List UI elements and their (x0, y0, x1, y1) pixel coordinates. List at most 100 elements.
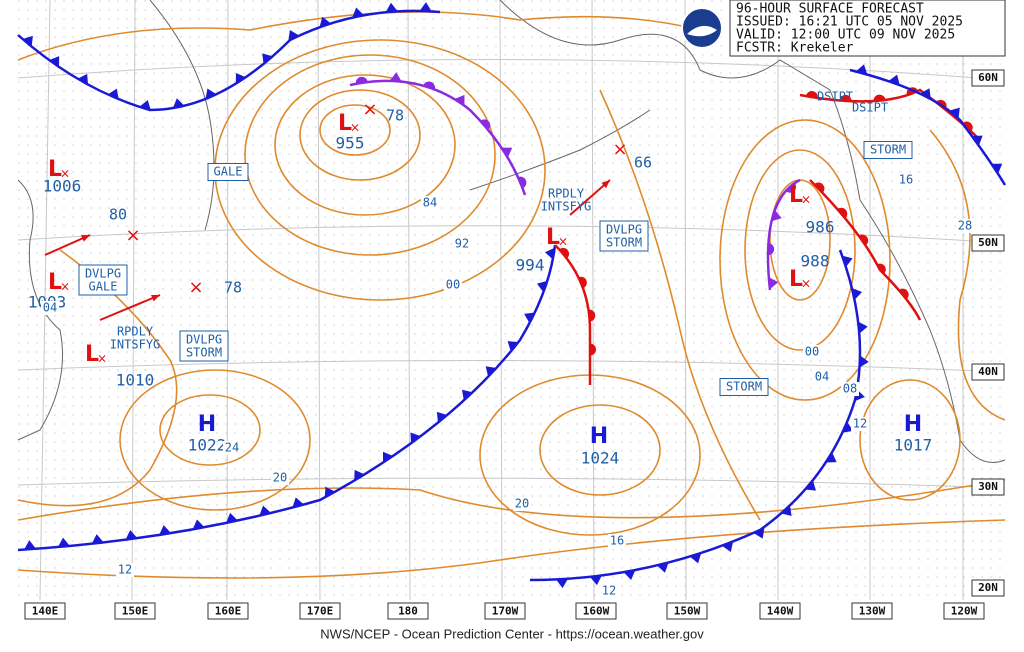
front (349, 79, 527, 196)
low-pressure: 994 (516, 256, 545, 275)
cold-triangle (501, 147, 513, 158)
front-symbol (590, 343, 596, 356)
front-symbol (436, 411, 448, 423)
front-symbol (858, 321, 868, 334)
cold-triangle (383, 451, 393, 463)
warm-semicircle (590, 343, 596, 356)
lat-label-box (971, 579, 1005, 597)
lon-label: 170E (307, 605, 334, 618)
front-symbol (259, 505, 271, 516)
front-symbol (226, 512, 238, 523)
cold-triangle (22, 35, 33, 47)
high-symbol: H (904, 412, 922, 437)
front-symbol (837, 207, 848, 219)
cold-triangle (842, 421, 854, 433)
isobar-label: 08 (843, 382, 857, 396)
noaa-logo-bird (687, 25, 717, 37)
low-symbol: L (789, 267, 803, 292)
isobar-label-bg (41, 301, 59, 315)
front-symbol (767, 243, 775, 256)
front-symbol (205, 88, 217, 100)
isobar-label: 04 (815, 370, 829, 384)
warm-semicircle (423, 81, 436, 90)
front-symbol (842, 421, 854, 433)
warm-semicircle (873, 94, 886, 102)
warm-semicircle (355, 76, 368, 84)
cold-triangle (771, 209, 782, 222)
warm-semicircle (767, 243, 775, 256)
front-symbol (383, 451, 393, 463)
cold-triangle (410, 432, 421, 444)
cold-triangle (292, 497, 304, 508)
low-symbol: L (85, 342, 99, 367)
front-symbol (855, 64, 868, 75)
isobar-label: 16 (610, 534, 624, 548)
warm-semicircle (814, 182, 825, 193)
lon-label: 160W (583, 605, 610, 618)
cold-triangle (125, 530, 138, 540)
front-symbol (991, 163, 1003, 174)
future-low-x: × (362, 99, 377, 120)
cold-triangle (235, 72, 246, 84)
front-symbol (501, 147, 513, 158)
cold-triangle (319, 16, 331, 28)
lon-label-box (387, 602, 429, 620)
warm-semicircle (858, 234, 869, 246)
cold-triangle (753, 528, 765, 539)
lon-label-box (575, 602, 617, 620)
front-symbol (962, 121, 973, 132)
isobar-label-bg (803, 345, 821, 359)
header-line: ISSUED: 16:21 UTC 05 NOV 2025 (736, 15, 963, 30)
front-symbol (354, 469, 365, 481)
label-box (179, 330, 229, 362)
front-symbol (355, 76, 368, 84)
front-symbol (805, 480, 816, 491)
cold-triangle (159, 525, 172, 535)
front-symbol (107, 88, 119, 100)
front-symbol (319, 16, 331, 28)
future-low-x: × (612, 139, 627, 160)
low-x: × (350, 121, 360, 135)
arrow-head (81, 235, 90, 242)
front-symbol (139, 99, 151, 111)
future-low-x: × (125, 225, 140, 246)
front (529, 249, 862, 582)
lon-label-box (759, 602, 801, 620)
warning-label: GALE (214, 165, 243, 179)
header-line: 96-HOUR SURFACE FORECAST (736, 2, 924, 17)
isobar-label: 12 (853, 417, 867, 431)
lon-label-box (943, 602, 985, 620)
isobar-label: 12 (118, 563, 132, 577)
front-symbol (589, 575, 602, 586)
warning-label: DVLPG GALE (85, 266, 121, 293)
front-symbol (721, 541, 734, 552)
high-symbol: H (198, 412, 216, 437)
warm-semicircle (962, 121, 973, 132)
warm-semicircle (518, 176, 527, 189)
front-symbol (825, 452, 837, 463)
front-symbol (578, 276, 587, 289)
front-symbol (689, 552, 702, 564)
lon-label-box (207, 602, 249, 620)
warm-semicircle (480, 119, 491, 130)
isobar-label-bg (271, 471, 289, 485)
front-symbol (159, 525, 172, 535)
warning-label: DVLPG STORM (186, 332, 222, 359)
front-symbol (805, 91, 818, 99)
isobar-label-bg (453, 237, 471, 251)
isobar-label-bg (813, 370, 831, 384)
lon-label: 160E (215, 605, 242, 618)
cold-triangle (389, 72, 402, 82)
cold-triangle (419, 2, 432, 12)
cold-triangle (805, 480, 816, 491)
front-symbol (781, 505, 792, 517)
front-symbol (656, 562, 669, 573)
label-box (599, 220, 649, 252)
low-pressure: 986 (806, 218, 835, 237)
cold-triangle (689, 552, 702, 564)
front-symbol (454, 94, 465, 106)
lat-label: 40N (978, 365, 998, 378)
warm-semicircle (559, 247, 570, 259)
header-line: VALID: 12:00 UTC 09 NOV 2025 (736, 28, 955, 43)
